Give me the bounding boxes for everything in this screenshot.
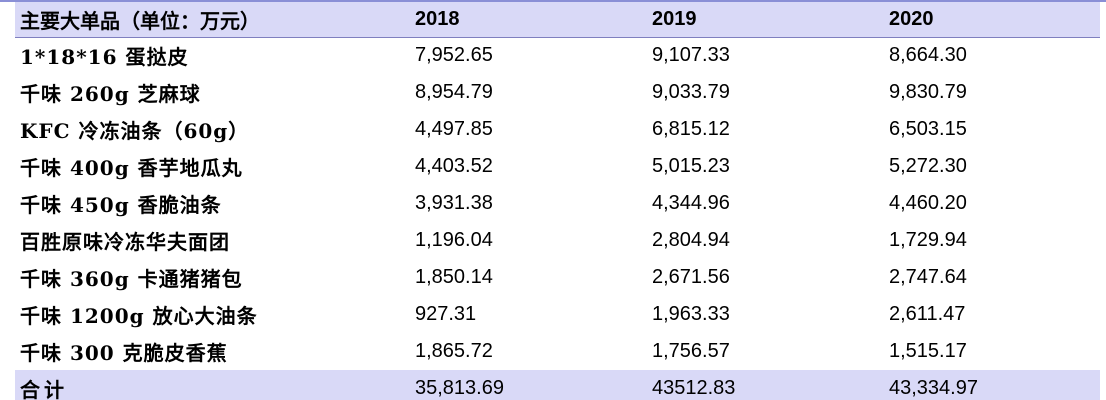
value-2019: 6,815.12 xyxy=(652,118,730,140)
value-2019: 1,756.57 xyxy=(652,340,730,362)
product-name: 1*18*16 蛋挞皮 xyxy=(20,45,189,70)
value-2019: 5,015.23 xyxy=(652,155,730,177)
product-name: KFC 冷冻油条（60g） xyxy=(20,119,250,143)
header-2020: 2020 xyxy=(884,2,1100,38)
value-2019: 2,804.94 xyxy=(652,229,730,251)
value-2020: 9,830.79 xyxy=(889,81,967,103)
product-name: 千味 300 克脆皮香蕉 xyxy=(20,341,228,365)
header-2019: 2019 xyxy=(647,2,884,38)
value-2018: 3,931.38 xyxy=(415,192,493,214)
total-2019: 43512.83 xyxy=(647,370,884,400)
value-2018: 8,954.79 xyxy=(415,81,493,103)
table-row: 千味 360g 卡通猪猪包 1,850.14 2,671.56 2,747.64 xyxy=(15,259,1100,296)
table-row: 千味 400g 香芋地瓜丸 4,403.52 5,015.23 5,272.30 xyxy=(15,148,1100,185)
header-2018: 2018 xyxy=(410,2,647,38)
value-2020: 4,460.20 xyxy=(889,192,967,214)
value-2020: 5,272.30 xyxy=(889,155,967,177)
product-name: 千味 400g 香芋地瓜丸 xyxy=(20,156,243,180)
table-header-row: 主要大单品（单位：万元） 2018 2019 2020 xyxy=(15,2,1100,38)
value-2018: 7,952.65 xyxy=(415,44,493,67)
product-name: 千味 450g 香脆油条 xyxy=(20,193,222,217)
value-2020: 8,664.30 xyxy=(889,44,967,67)
value-2020: 1,515.17 xyxy=(889,340,967,362)
value-2020: 2,747.64 xyxy=(889,266,967,288)
value-2020: 1,729.94 xyxy=(889,229,967,251)
value-2020: 6,503.15 xyxy=(889,118,967,140)
table-row: 千味 260g 芝麻球 8,954.79 9,033.79 9,830.79 xyxy=(15,74,1100,111)
value-2018: 4,497.85 xyxy=(415,118,493,140)
value-2018: 927.31 xyxy=(415,303,477,325)
value-2019: 9,033.79 xyxy=(652,81,730,103)
table-row: 千味 450g 香脆油条 3,931.38 4,344.96 4,460.20 xyxy=(15,185,1100,222)
value-2020: 2,611.47 xyxy=(889,303,966,325)
table-row: 百胜原味冷冻华夫面团 1,196.04 2,804.94 1,729.94 xyxy=(15,222,1100,259)
total-label: 合计 xyxy=(15,370,410,400)
value-2019: 4,344.96 xyxy=(652,192,730,214)
product-name: 千味 360g 卡通猪猪包 xyxy=(20,267,243,291)
top-rule xyxy=(0,0,1106,2)
value-2018: 1,196.04 xyxy=(415,229,493,251)
value-2019: 1,963.33 xyxy=(652,303,730,325)
value-2018: 1,850.14 xyxy=(415,266,493,288)
table-row: 千味 300 克脆皮香蕉 1,865.72 1,756.57 1,515.17 xyxy=(15,333,1100,370)
product-name: 百胜原味冷冻华夫面团 xyxy=(20,230,230,254)
table-row: 1*18*16 蛋挞皮 7,952.65 9,107.33 8,664.30 xyxy=(15,37,1100,74)
product-name: 千味 260g 芝麻球 xyxy=(20,82,201,106)
header-product: 主要大单品（单位：万元） xyxy=(15,2,410,38)
value-2019: 9,107.33 xyxy=(652,44,730,67)
total-2020: 43,334.97 xyxy=(884,370,1100,400)
table-row: KFC 冷冻油条（60g） 4,497.85 6,815.12 6,503.15 xyxy=(15,111,1100,148)
total-2018: 35,813.69 xyxy=(410,370,647,400)
product-sales-table: 主要大单品（单位：万元） 2018 2019 2020 1*18*16 蛋挞皮 … xyxy=(15,2,1100,400)
value-2018: 1,865.72 xyxy=(415,340,493,362)
product-name: 千味 1200g 放心大油条 xyxy=(20,304,258,328)
total-row: 合计 35,813.69 43512.83 43,334.97 xyxy=(15,370,1100,400)
table-row: 千味 1200g 放心大油条 927.31 1,963.33 2,611.47 xyxy=(15,296,1100,333)
value-2019: 2,671.56 xyxy=(652,266,730,288)
value-2018: 4,403.52 xyxy=(415,155,493,177)
